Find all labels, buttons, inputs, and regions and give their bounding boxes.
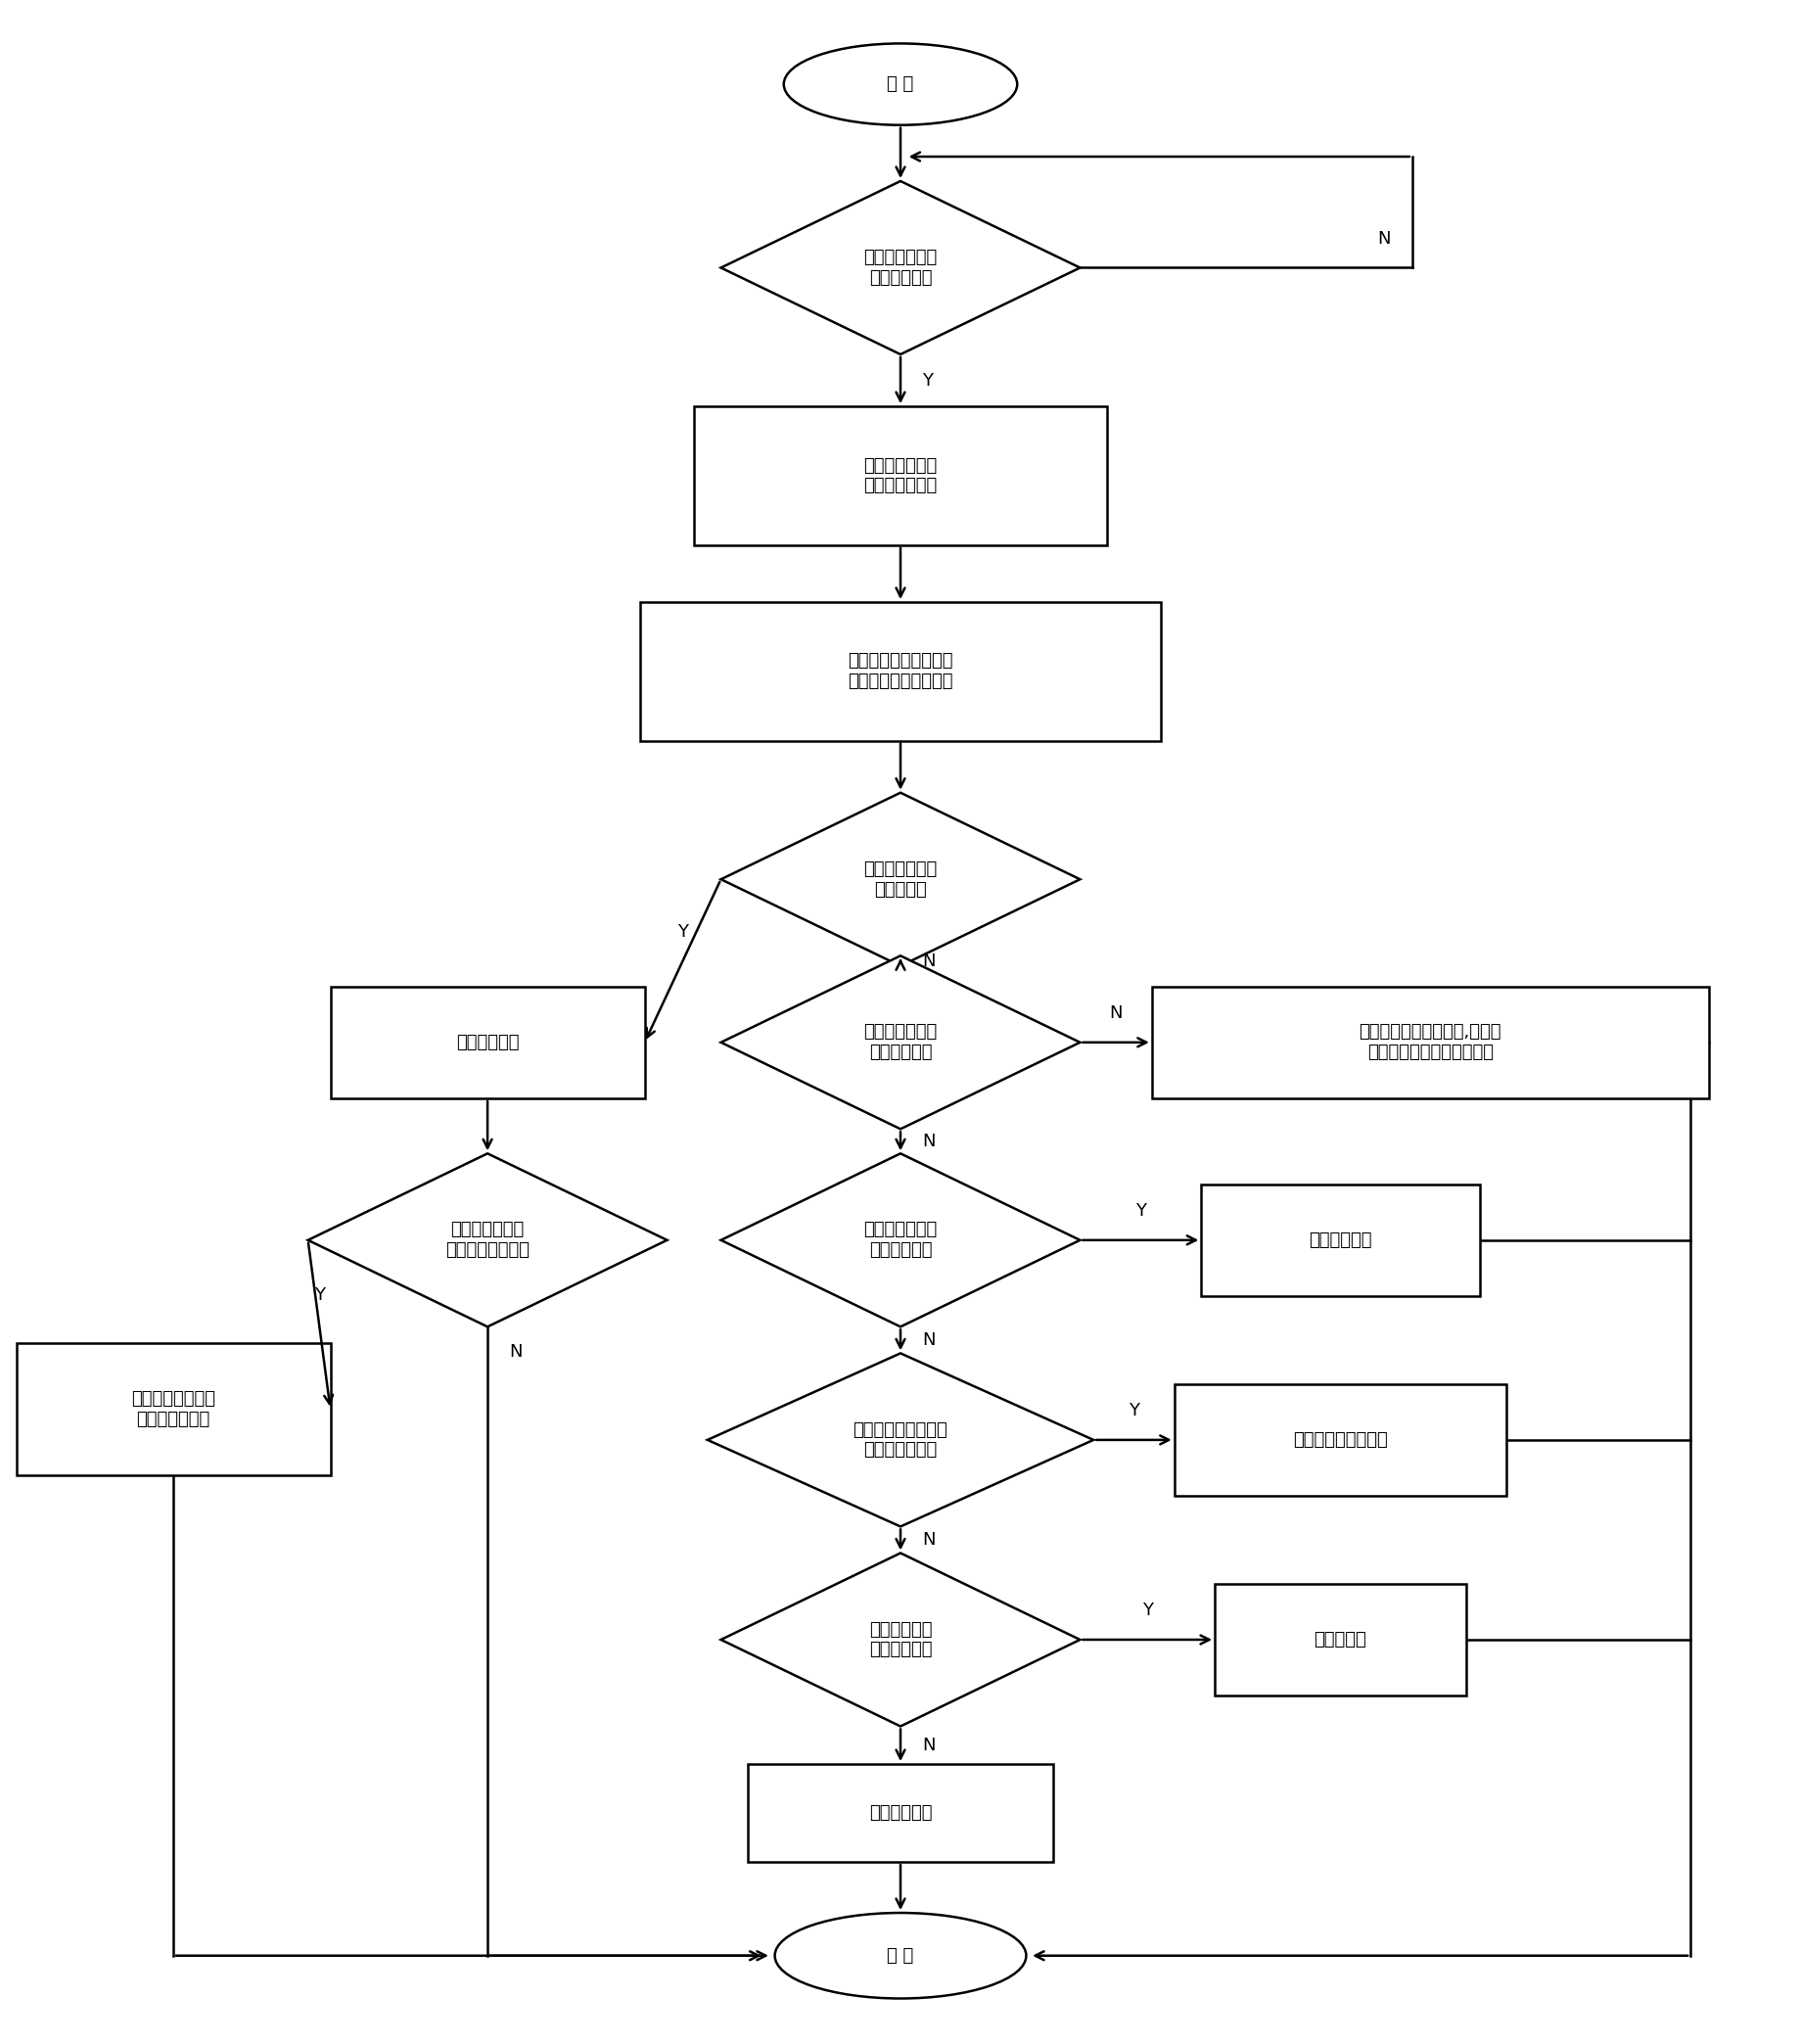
Ellipse shape	[783, 43, 1017, 125]
Text: N: N	[922, 1735, 934, 1754]
Text: Y: Y	[1134, 1202, 1145, 1220]
Text: 是否符合行人
的比例和尺寸: 是否符合行人 的比例和尺寸	[868, 1621, 932, 1658]
Text: Y: Y	[677, 922, 688, 940]
Text: N: N	[922, 1132, 934, 1151]
Text: Y: Y	[1141, 1602, 1152, 1619]
Polygon shape	[720, 1553, 1080, 1727]
Polygon shape	[720, 182, 1080, 354]
Text: 判定为自行车: 判定为自行车	[1309, 1230, 1372, 1249]
Text: N: N	[922, 953, 934, 969]
Polygon shape	[720, 1153, 1080, 1327]
Text: 是否符合非机动三轮
车的比例和尺寸: 是否符合非机动三轮 车的比例和尺寸	[853, 1421, 947, 1459]
Text: 判定为非机动二轮车: 判定为非机动二轮车	[1292, 1431, 1388, 1449]
Bar	[693, 407, 1107, 546]
Text: N: N	[922, 1331, 934, 1349]
Text: 判定为行人: 判定为行人	[1314, 1631, 1366, 1650]
Bar	[747, 1764, 1053, 1862]
Text: 发送违法车辆信息
至综合管理平台: 发送违法车辆信息 至综合管理平台	[131, 1390, 216, 1429]
Text: N: N	[509, 1343, 522, 1361]
Bar	[329, 987, 644, 1098]
Text: Y: Y	[1129, 1402, 1139, 1419]
Text: N: N	[1377, 229, 1390, 247]
Text: N: N	[922, 1531, 934, 1549]
Bar	[1201, 1183, 1480, 1296]
Text: 视为干扰信号: 视为干扰信号	[868, 1805, 932, 1821]
Bar	[16, 1343, 329, 1476]
Polygon shape	[308, 1153, 666, 1327]
Ellipse shape	[774, 1913, 1026, 1999]
Text: 结 束: 结 束	[887, 1946, 913, 1964]
Bar	[1213, 1584, 1465, 1697]
Text: 是否检测到有运
动的物体存在: 是否检测到有运 动的物体存在	[864, 249, 936, 286]
Polygon shape	[720, 793, 1080, 967]
Text: Y: Y	[922, 372, 932, 388]
Text: 判定为机动车: 判定为机动车	[455, 1034, 518, 1051]
Polygon shape	[707, 1353, 1093, 1527]
Text: 是否有不按道行
驶、违法停车行为: 是否有不按道行 驶、违法停车行为	[445, 1220, 529, 1259]
Text: 判定为不带牌照机动车,发送违
法车辆信息至综合管理平台: 判定为不带牌照机动车,发送违 法车辆信息至综合管理平台	[1359, 1024, 1501, 1061]
Text: 采用差分法提取
运动物体的轮廓: 采用差分法提取 运动物体的轮廓	[864, 456, 936, 495]
Bar	[639, 603, 1161, 740]
Text: 是否符合自行车
的比例和尺寸: 是否符合自行车 的比例和尺寸	[864, 1220, 936, 1259]
Text: Y: Y	[313, 1288, 324, 1304]
Bar	[1174, 1384, 1505, 1496]
Text: 开 始: 开 始	[887, 76, 913, 94]
Text: 是否有可识别的
车牌号存在: 是否有可识别的 车牌号存在	[864, 861, 936, 897]
Polygon shape	[720, 957, 1080, 1128]
Bar	[1152, 987, 1708, 1098]
Text: 是否符合机动车
的比例和尺寸: 是否符合机动车 的比例和尺寸	[864, 1024, 936, 1061]
Text: 去除运动物体的阴影干
扰，获得物体实际轮廓: 去除运动物体的阴影干 扰，获得物体实际轮廓	[848, 652, 952, 691]
Text: N: N	[1109, 1004, 1121, 1022]
